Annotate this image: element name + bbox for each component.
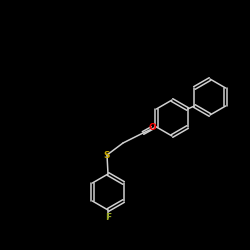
- Text: O: O: [148, 124, 156, 132]
- Text: F: F: [105, 214, 111, 222]
- Text: S: S: [104, 150, 110, 160]
